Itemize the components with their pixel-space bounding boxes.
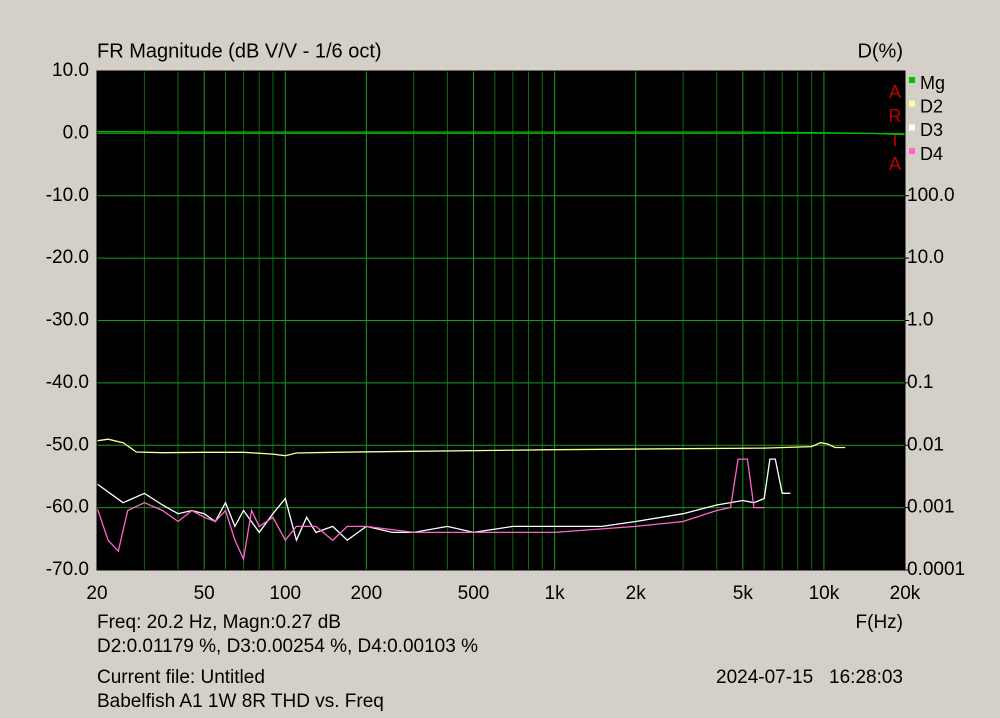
legend-label: Mg bbox=[920, 73, 945, 93]
y2-tick-label: 10.0 bbox=[907, 247, 944, 268]
y2-tick-label: 0.001 bbox=[907, 497, 955, 518]
x-tick-label: 10k bbox=[809, 583, 840, 604]
watermark: ARTA bbox=[885, 82, 905, 178]
series-line bbox=[96, 438, 846, 457]
x-tick-label: 1k bbox=[545, 583, 566, 604]
legend-label: D2 bbox=[920, 96, 943, 116]
x-tick-label: 20k bbox=[890, 583, 921, 604]
x-tick-label: 100 bbox=[269, 583, 301, 604]
info-line: D2:0.01179 %, D3:0.00254 %, D4:0.00103 % bbox=[97, 636, 478, 657]
legend-swatch bbox=[909, 100, 915, 107]
legend-swatch bbox=[909, 77, 915, 83]
series-line bbox=[96, 131, 906, 136]
y-tick-label: 0.0 bbox=[63, 122, 89, 143]
x-tick-label: 2k bbox=[626, 583, 647, 604]
series-line bbox=[96, 458, 765, 562]
y2-tick-label: 0.01 bbox=[907, 434, 944, 455]
legend-label: D4 bbox=[920, 144, 943, 164]
y-tick-label: -60.0 bbox=[46, 497, 89, 518]
y2-tick-label: 1.0 bbox=[907, 310, 933, 331]
plot-border bbox=[96, 70, 906, 571]
x-tick-label: 50 bbox=[194, 583, 215, 604]
info-line: Current file: Untitled bbox=[97, 667, 265, 688]
info-line: Freq: 20.2 Hz, Magn:0.27 dB bbox=[97, 612, 341, 633]
y-tick-label: -20.0 bbox=[46, 247, 89, 268]
x-tick-label: 20 bbox=[86, 583, 107, 604]
x-tick-label: 500 bbox=[458, 583, 490, 604]
series-line bbox=[96, 458, 791, 543]
chart-title: FR Magnitude (dB V/V - 1/6 oct) bbox=[97, 40, 382, 62]
y-tick-label: -50.0 bbox=[46, 434, 89, 455]
legend-swatch bbox=[909, 148, 915, 155]
y-tick-label: 10.0 bbox=[52, 60, 89, 81]
timestamp: 2024-07-15 16:28:03 bbox=[716, 667, 903, 688]
legend-label: D3 bbox=[920, 120, 943, 140]
x-tick-label: 5k bbox=[733, 583, 754, 604]
y-tick-label: -10.0 bbox=[46, 185, 89, 206]
y2-axis-label: D(%) bbox=[857, 40, 903, 62]
y2-tick-label: 0.1 bbox=[907, 372, 933, 393]
x-tick-label: 200 bbox=[350, 583, 382, 604]
legend-swatch bbox=[909, 124, 915, 131]
y-tick-label: -70.0 bbox=[46, 559, 89, 580]
y2-tick-label: 0.0001 bbox=[907, 559, 965, 580]
y-tick-label: -40.0 bbox=[46, 372, 89, 393]
info-line: Babelfish A1 1W 8R THD vs. Freq bbox=[97, 691, 384, 712]
y2-tick-label: 100.0 bbox=[907, 185, 955, 206]
x-axis-label: F(Hz) bbox=[856, 612, 903, 633]
y-tick-label: -30.0 bbox=[46, 310, 89, 331]
